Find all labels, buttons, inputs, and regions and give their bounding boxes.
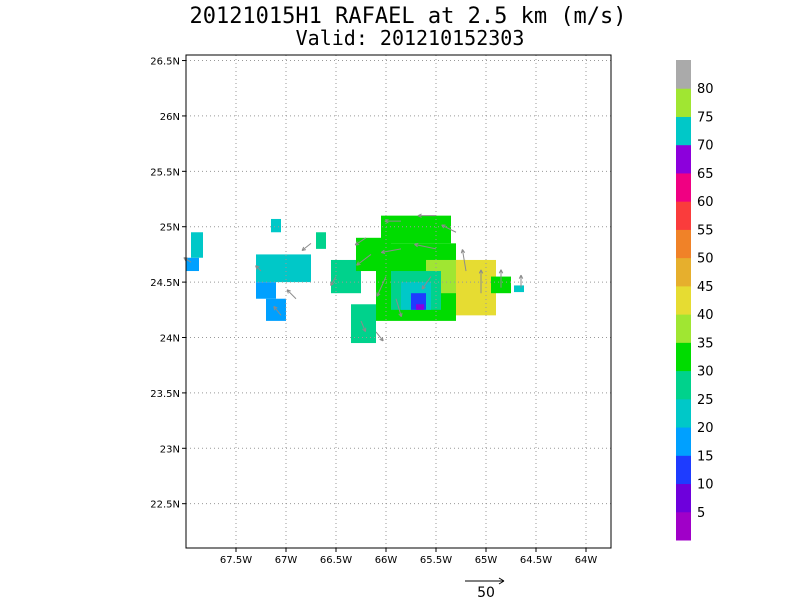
wind-vector (301, 242, 312, 252)
colorbar-label: 45 (697, 280, 714, 295)
x-tick-label: 65W (475, 555, 498, 566)
wind-vector (380, 248, 402, 255)
colorbar-segment (676, 511, 691, 541)
x-tick-label: 66W (375, 555, 398, 566)
y-tick-label: 24N (160, 334, 180, 345)
y-tick-label: 26.5N (150, 57, 180, 68)
wind-speed-cell (514, 285, 524, 293)
colorbar-label: 80 (697, 82, 714, 97)
wind-vector (360, 320, 367, 333)
wind-speed-cell (381, 215, 451, 244)
wind-vector (356, 254, 372, 266)
colorbar-label: 75 (697, 110, 714, 125)
colorbar-label: 40 (697, 308, 714, 323)
x-axis-ticks: 67.5W 67W 66.5W 66W 65.5W 65W 64.5W 64W (220, 548, 597, 566)
wind-speed-cell (271, 218, 281, 233)
chart-subtitle: Valid: 201210152303 (295, 26, 525, 50)
wind-speed-cell (416, 304, 424, 310)
reference-vector-label: 50 (477, 585, 495, 600)
colorbar-segment (676, 116, 691, 146)
wind-speed-cell (191, 232, 203, 258)
wind-vector (354, 237, 367, 246)
chart-title: 20121015H1 RAFAEL at 2.5 km (m/s) (189, 4, 627, 29)
x-tick-label: 64.5W (520, 555, 552, 566)
wind-vector (330, 276, 337, 286)
wind-speed-cell (256, 254, 311, 283)
wind-vector (376, 276, 387, 297)
plot-frame (185, 54, 612, 549)
colorbar-label: 65 (697, 167, 714, 182)
colorbar-segment (676, 455, 691, 485)
colorbar-label: 15 (697, 449, 714, 464)
colorbar-segment (676, 88, 691, 117)
colorbar-segment (676, 144, 691, 174)
x-tick-label: 67W (275, 555, 298, 566)
wind-vector (417, 213, 436, 218)
colorbar-segment (676, 60, 691, 89)
wind-vector (384, 218, 401, 224)
wind-vector (375, 331, 384, 342)
colorbar-label: 10 (697, 478, 714, 493)
colorbar-segment (676, 483, 691, 513)
wind-vector (518, 274, 524, 288)
y-tick-label: 26N (160, 112, 180, 123)
colorbar: 5 10 15 20 25 30 35 40 45 50 55 60 65 70 75 80 (676, 60, 714, 541)
y-tick-label: 25N (160, 223, 180, 234)
y-tick-label: 23.5N (150, 389, 180, 400)
colorbar-label: 5 (697, 506, 705, 521)
x-tick-label: 64W (575, 555, 598, 566)
colorbar-segment (676, 257, 691, 287)
reference-vector: 50 (465, 577, 505, 600)
wind-speed-cell (256, 282, 276, 299)
wind-vector (395, 298, 403, 318)
wind-vector (478, 269, 484, 294)
wind-vector (273, 305, 282, 316)
y-tick-label: 22.5N (150, 500, 180, 511)
colorbar-label: 70 (697, 139, 714, 154)
wind-vector (460, 249, 467, 272)
wind-vector (441, 224, 457, 233)
y-tick-label: 23N (160, 444, 180, 455)
colorbar-segment (676, 172, 691, 202)
y-tick-label: 24.5N (150, 278, 180, 289)
wind-vector (414, 242, 437, 250)
colorbar-label: 50 (697, 252, 714, 267)
y-tick-label: 25.5N (150, 167, 180, 178)
wind-vector (421, 276, 432, 290)
colorbar-segment (676, 370, 691, 400)
colorbar-segment (676, 427, 691, 456)
x-tick-label: 67.5W (220, 555, 252, 566)
colorbar-segment (676, 229, 691, 259)
grid-lines (186, 55, 611, 548)
colorbar-label: 60 (697, 195, 714, 210)
colorbar-label: 55 (697, 223, 714, 238)
wind-vector (498, 269, 504, 288)
reference-vector-arrow (465, 577, 505, 585)
wind-vector (255, 265, 262, 272)
x-tick-label: 65.5W (420, 555, 452, 566)
colorbar-segment (676, 314, 691, 343)
colorbar-label: 20 (697, 421, 714, 436)
colorbar-segment (676, 342, 691, 372)
wind-speed-cell (316, 232, 326, 249)
wind-speed-regions (186, 215, 524, 344)
x-tick-label: 66.5W (320, 555, 352, 566)
colorbar-segment (676, 398, 691, 428)
colorbar-segment (676, 201, 691, 230)
wind-speed-cell (456, 259, 496, 316)
wind-vectors (183, 213, 524, 342)
colorbar-segment (676, 285, 691, 315)
y-axis-ticks: 22.5N 23N 23.5N 24N 24.5N 25N 25.5N 26N 26.5N (150, 57, 186, 511)
colorbar-label: 25 (697, 393, 714, 408)
wind-speed-cell (351, 304, 376, 344)
wind-vector (286, 289, 297, 300)
colorbar-label: 30 (697, 365, 714, 380)
colorbar-label: 35 (697, 336, 714, 351)
